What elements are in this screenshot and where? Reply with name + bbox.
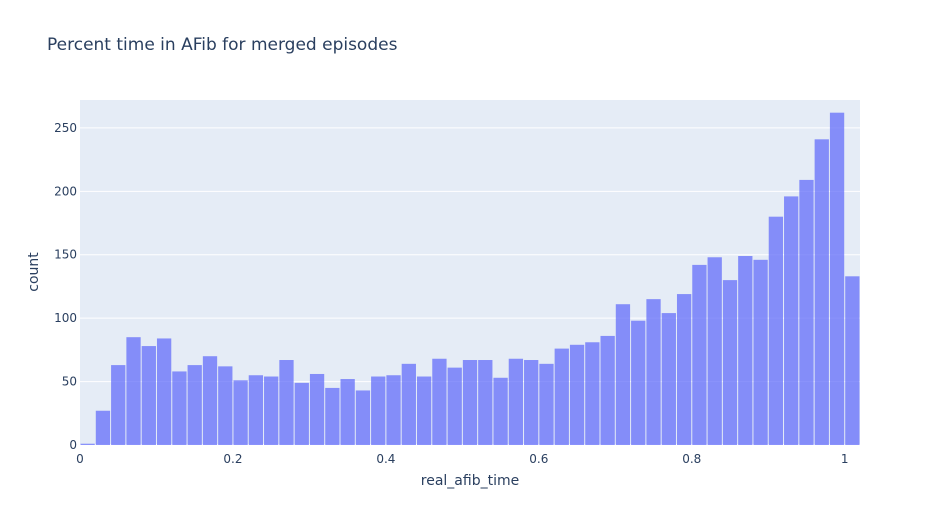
histogram-bar <box>646 299 661 445</box>
histogram-bar <box>172 371 187 445</box>
histogram-bar <box>462 360 478 445</box>
histogram-bar <box>355 390 371 445</box>
y-tick-label: 150 <box>54 248 77 262</box>
histogram-bar <box>539 363 554 445</box>
histogram-bar <box>493 377 508 445</box>
histogram-bar <box>692 264 707 445</box>
histogram-bar <box>386 375 401 445</box>
bars <box>80 112 860 445</box>
x-tick-label: 0.2 <box>223 452 242 466</box>
y-tick-label: 100 <box>54 311 77 325</box>
histogram-bar <box>309 373 325 445</box>
y-axis-ticks: 0 50 100 150 200 250 <box>54 121 77 452</box>
y-axis-title: count <box>26 252 42 292</box>
chart-title: Percent time in AFib for merged episodes <box>47 35 398 55</box>
histogram-bar <box>401 363 416 445</box>
histogram-bar <box>111 365 126 445</box>
histogram-bar <box>340 379 355 445</box>
x-tick-label: 0.8 <box>682 452 701 466</box>
histogram-bar <box>416 376 432 445</box>
histogram-bar <box>371 376 386 445</box>
histogram-bar <box>661 313 676 445</box>
x-axis-title: real_afib_time <box>421 473 519 489</box>
histogram-bar <box>202 356 218 445</box>
y-tick-label: 0 <box>69 438 77 452</box>
histogram-bar <box>478 360 493 445</box>
histogram-bar <box>707 257 722 445</box>
histogram-bar <box>187 365 202 445</box>
x-tick-label: 0.6 <box>529 452 548 466</box>
histogram-bar <box>264 376 279 445</box>
histogram-bar <box>631 320 646 445</box>
y-tick-label: 250 <box>54 121 77 135</box>
histogram-bar <box>753 259 768 445</box>
histogram-bar <box>95 410 111 445</box>
histogram-bar <box>554 348 569 445</box>
histogram-bar <box>585 342 600 445</box>
histogram-bar <box>799 179 814 445</box>
histogram-bar <box>294 382 309 445</box>
histogram-bar <box>784 196 799 445</box>
histogram-bar <box>615 304 631 445</box>
histogram-bar <box>738 256 753 445</box>
histogram-bar <box>156 338 172 445</box>
x-tick-label: 0 <box>76 452 84 466</box>
x-tick-label: 0.4 <box>376 452 395 466</box>
histogram-bar <box>829 112 845 445</box>
histogram-bar <box>508 358 524 445</box>
histogram-bar <box>768 216 784 445</box>
histogram-bar <box>722 280 738 445</box>
histogram-bar <box>218 366 233 445</box>
histogram-bar <box>447 367 462 445</box>
x-axis-ticks: 0 0.2 0.4 0.6 0.8 1 <box>76 452 848 466</box>
y-tick-label: 200 <box>54 184 77 198</box>
histogram-bar <box>248 375 264 445</box>
x-tick-label: 1 <box>841 452 849 466</box>
y-tick-label: 50 <box>62 375 77 389</box>
histogram-bar <box>233 380 248 445</box>
histogram-bar <box>569 344 585 445</box>
histogram-bar <box>325 387 340 445</box>
histogram-bar <box>432 358 447 445</box>
histogram-bar <box>141 346 156 445</box>
histogram-bar <box>845 276 860 445</box>
histogram-bar <box>126 337 141 445</box>
histogram-bar <box>524 360 539 445</box>
histogram-bar <box>814 139 829 445</box>
histogram-bar <box>676 294 692 445</box>
histogram-bar <box>80 443 95 445</box>
histogram-bar <box>600 335 615 445</box>
histogram-bar <box>279 360 294 445</box>
